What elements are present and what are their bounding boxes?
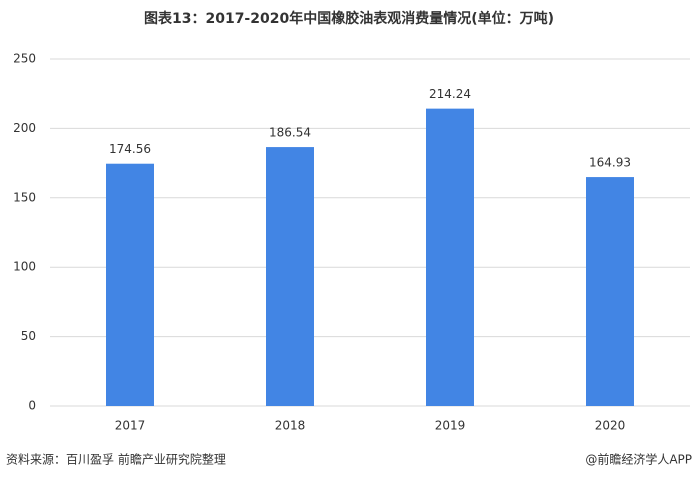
y-tick-label: 100 — [13, 260, 36, 274]
y-tick-label: 150 — [13, 190, 36, 204]
x-tick-label: 2019 — [435, 419, 466, 433]
chart-title: 图表13：2017-2020年中国橡胶油表观消费量情况(单位：万吨) — [144, 10, 554, 27]
bar — [586, 177, 634, 406]
y-tick-label: 250 — [13, 52, 36, 66]
data-label: 164.93 — [589, 156, 631, 170]
source-note: 资料来源：百川盈孚 前瞻产业研究院整理 — [6, 452, 226, 467]
bar — [106, 163, 154, 406]
x-tick-label: 2017 — [115, 419, 146, 433]
data-label: 214.24 — [429, 87, 471, 101]
x-tick-label: 2018 — [275, 419, 306, 433]
bar — [266, 147, 314, 407]
bar — [426, 108, 474, 406]
y-tick-label: 50 — [21, 329, 36, 343]
x-tick-label: 2020 — [595, 419, 626, 433]
y-tick-label: 0 — [28, 399, 36, 413]
data-label: 174.56 — [109, 142, 151, 156]
data-label: 186.54 — [269, 126, 311, 140]
y-tick-label: 200 — [13, 121, 36, 135]
credit: @前瞻经济学人APP — [585, 452, 692, 467]
